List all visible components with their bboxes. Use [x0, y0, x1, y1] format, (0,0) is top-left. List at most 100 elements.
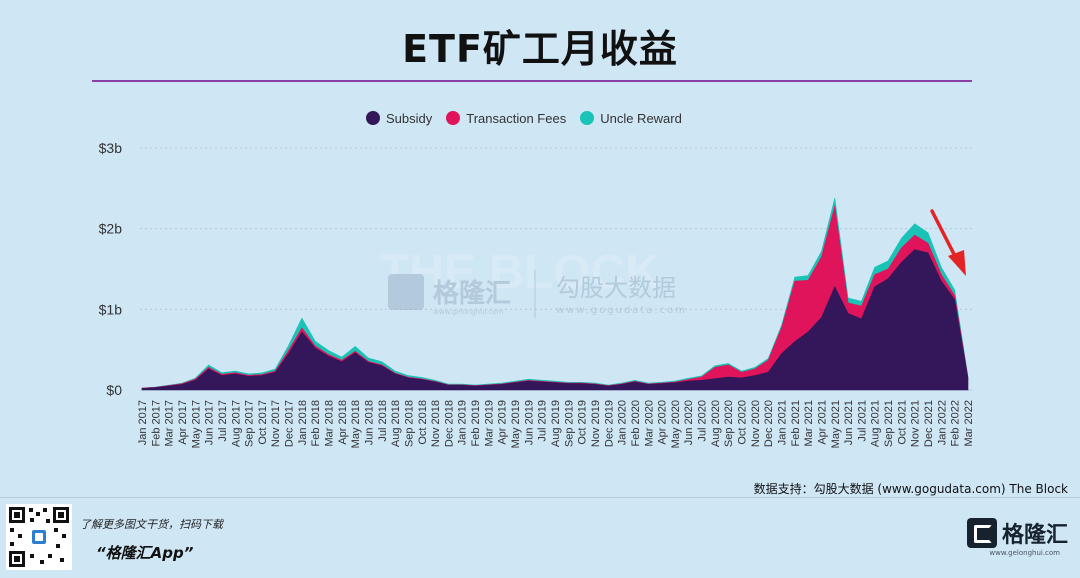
qr-code-icon	[6, 504, 72, 570]
watermark: THE BLOCK 格隆汇 www.gelonghui.com 勾股大数据 ww…	[380, 246, 687, 318]
x-tick-label: Dec 2017	[284, 400, 296, 447]
x-tick-label: Sep 2020	[723, 400, 735, 447]
x-tick-label: Oct 2017	[257, 400, 269, 445]
x-tick-label: Apr 2020	[657, 400, 669, 445]
x-tick-label: Oct 2020	[737, 400, 749, 445]
x-tick-label: Jun 2017	[204, 400, 216, 445]
y-tick-label: $3b	[99, 140, 123, 156]
x-tick-label: Mar 2020	[643, 400, 655, 446]
brand-url: www.gelonghui.com	[989, 549, 1060, 557]
x-tick-label: Nov 2018	[430, 400, 442, 447]
footer-divider	[0, 497, 1080, 498]
x-tick-label: Jul 2019	[537, 400, 549, 442]
y-tick-label: $1b	[99, 301, 123, 317]
title-divider	[92, 80, 972, 82]
x-tick-label: Feb 2021	[790, 400, 802, 446]
trend-arrow	[930, 209, 966, 276]
legend-swatch-transaction-fees	[446, 111, 461, 125]
watermark-gogudata-url: www.gogudata.com	[556, 305, 687, 316]
stacked-areas	[141, 197, 969, 391]
x-tick-label: May 2018	[350, 400, 362, 448]
x-tick-label: Apr 2019	[497, 400, 509, 445]
gelonghui-logo-icon	[966, 518, 997, 548]
x-tick-label: Jul 2018	[377, 400, 389, 442]
x-tick-label: Dec 2021	[923, 400, 935, 447]
x-tick-label: Oct 2021	[896, 400, 908, 445]
x-tick-label: Feb 2019	[470, 400, 482, 446]
x-tick-label: Jul 2017	[217, 400, 229, 442]
x-tick-label: Apr 2018	[337, 400, 349, 445]
x-tick-label: Jan 2017	[137, 400, 149, 445]
x-axis: Jan 2017 Feb 2017 Mar 2017 Apr 2017 May 2017…	[137, 400, 975, 448]
x-tick-label: Nov 2020	[750, 400, 762, 447]
x-tick-label: Aug 2018	[390, 400, 402, 447]
x-tick-label: Sep 2017	[244, 400, 256, 447]
x-tick-label: Nov 2021	[910, 400, 922, 447]
watermark-gelonghui-url: www.gelonghui.com	[433, 308, 504, 316]
footer-caption: 了解更多图文干货，扫码下载	[80, 518, 223, 531]
legend-item-uncle-reward: Uncle Reward	[580, 111, 682, 126]
gelonghui-logo-icon	[388, 274, 424, 310]
x-tick-label: Oct 2019	[577, 400, 589, 445]
x-tick-label: Nov 2017	[270, 400, 282, 447]
footer-app-name: “格隆汇App”	[96, 544, 194, 562]
x-tick-label: Mar 2021	[803, 400, 815, 446]
x-tick-label: Sep 2019	[563, 400, 575, 447]
area-subsidy	[141, 249, 969, 391]
x-tick-label: Mar 2018	[324, 400, 336, 446]
x-tick-label: Jul 2020	[697, 400, 709, 442]
y-tick-label: $2b	[99, 221, 123, 237]
x-tick-label: Jun 2019	[523, 400, 535, 445]
watermark-the-block: THE BLOCK	[380, 246, 660, 299]
x-tick-label: Feb 2020	[630, 400, 642, 446]
x-tick-label: Feb 2017	[150, 400, 162, 446]
x-tick-label: Aug 2019	[550, 400, 562, 447]
x-tick-label: Dec 2019	[603, 400, 615, 447]
legend-swatch-uncle-reward	[580, 111, 595, 125]
x-tick-label: Jul 2021	[856, 400, 868, 442]
x-tick-label: Aug 2020	[710, 400, 722, 447]
x-tick-label: May 2019	[510, 400, 522, 448]
page-title: ETF矿工月收益	[402, 27, 678, 71]
x-tick-label: Mar 2019	[483, 400, 495, 446]
brand-name: 格隆汇	[1001, 523, 1068, 548]
x-tick-label: May 2020	[670, 400, 682, 448]
x-tick-label: May 2017	[190, 400, 202, 448]
x-tick-label: Aug 2021	[870, 400, 882, 447]
legend-swatch-subsidy	[366, 111, 380, 125]
x-tick-label: Jan 2019	[457, 400, 469, 445]
x-tick-label: Dec 2020	[763, 400, 775, 447]
x-tick-label: Feb 2022	[950, 400, 962, 446]
x-tick-label: Jan 2022	[936, 400, 948, 445]
x-tick-label: Mar 2022	[963, 400, 975, 446]
red-arrow-head-icon	[948, 250, 966, 276]
x-tick-label: Feb 2018	[310, 400, 322, 446]
legend-label-subsidy: Subsidy	[386, 110, 433, 126]
chart-area: THE BLOCK 格隆汇 www.gelonghui.com 勾股大数据 ww…	[99, 140, 975, 448]
x-tick-label: Jan 2020	[617, 400, 629, 445]
legend-item-subsidy: Subsidy	[366, 111, 432, 126]
x-tick-label: Jan 2021	[776, 400, 788, 445]
data-credit: 数据支持：勾股大数据 (www.gogudata.com) The Block	[753, 482, 1068, 496]
watermark-gelonghui: 格隆汇	[433, 278, 511, 309]
chart-legend: Subsidy Transaction Fees Uncle Reward	[366, 108, 682, 128]
x-tick-label: Apr 2021	[816, 400, 828, 445]
x-tick-label: Sep 2018	[403, 400, 415, 447]
watermark-gogudata: 勾股大数据	[556, 274, 676, 302]
x-tick-label: Apr 2017	[177, 400, 189, 445]
y-axis: $0 $1b $2b $3b	[99, 140, 123, 398]
x-tick-label: Mar 2017	[164, 400, 176, 446]
y-tick-label: $0	[106, 382, 122, 398]
legend-item-transaction-fees: Transaction Fees	[446, 111, 566, 126]
x-tick-label: Nov 2019	[590, 400, 602, 447]
x-tick-label: Oct 2018	[417, 400, 429, 445]
legend-label-uncle-reward: Uncle Reward	[600, 110, 682, 126]
x-tick-label: Jun 2018	[363, 400, 375, 445]
x-tick-label: May 2021	[830, 400, 842, 448]
brand-logo: 格隆汇	[966, 517, 1068, 549]
x-tick-label: Jun 2021	[843, 400, 855, 445]
legend-label-transaction-fees: Transaction Fees	[466, 110, 567, 126]
x-tick-label: Jun 2020	[683, 400, 695, 445]
x-tick-label: Sep 2021	[883, 400, 895, 447]
x-tick-label: Aug 2017	[230, 400, 242, 447]
